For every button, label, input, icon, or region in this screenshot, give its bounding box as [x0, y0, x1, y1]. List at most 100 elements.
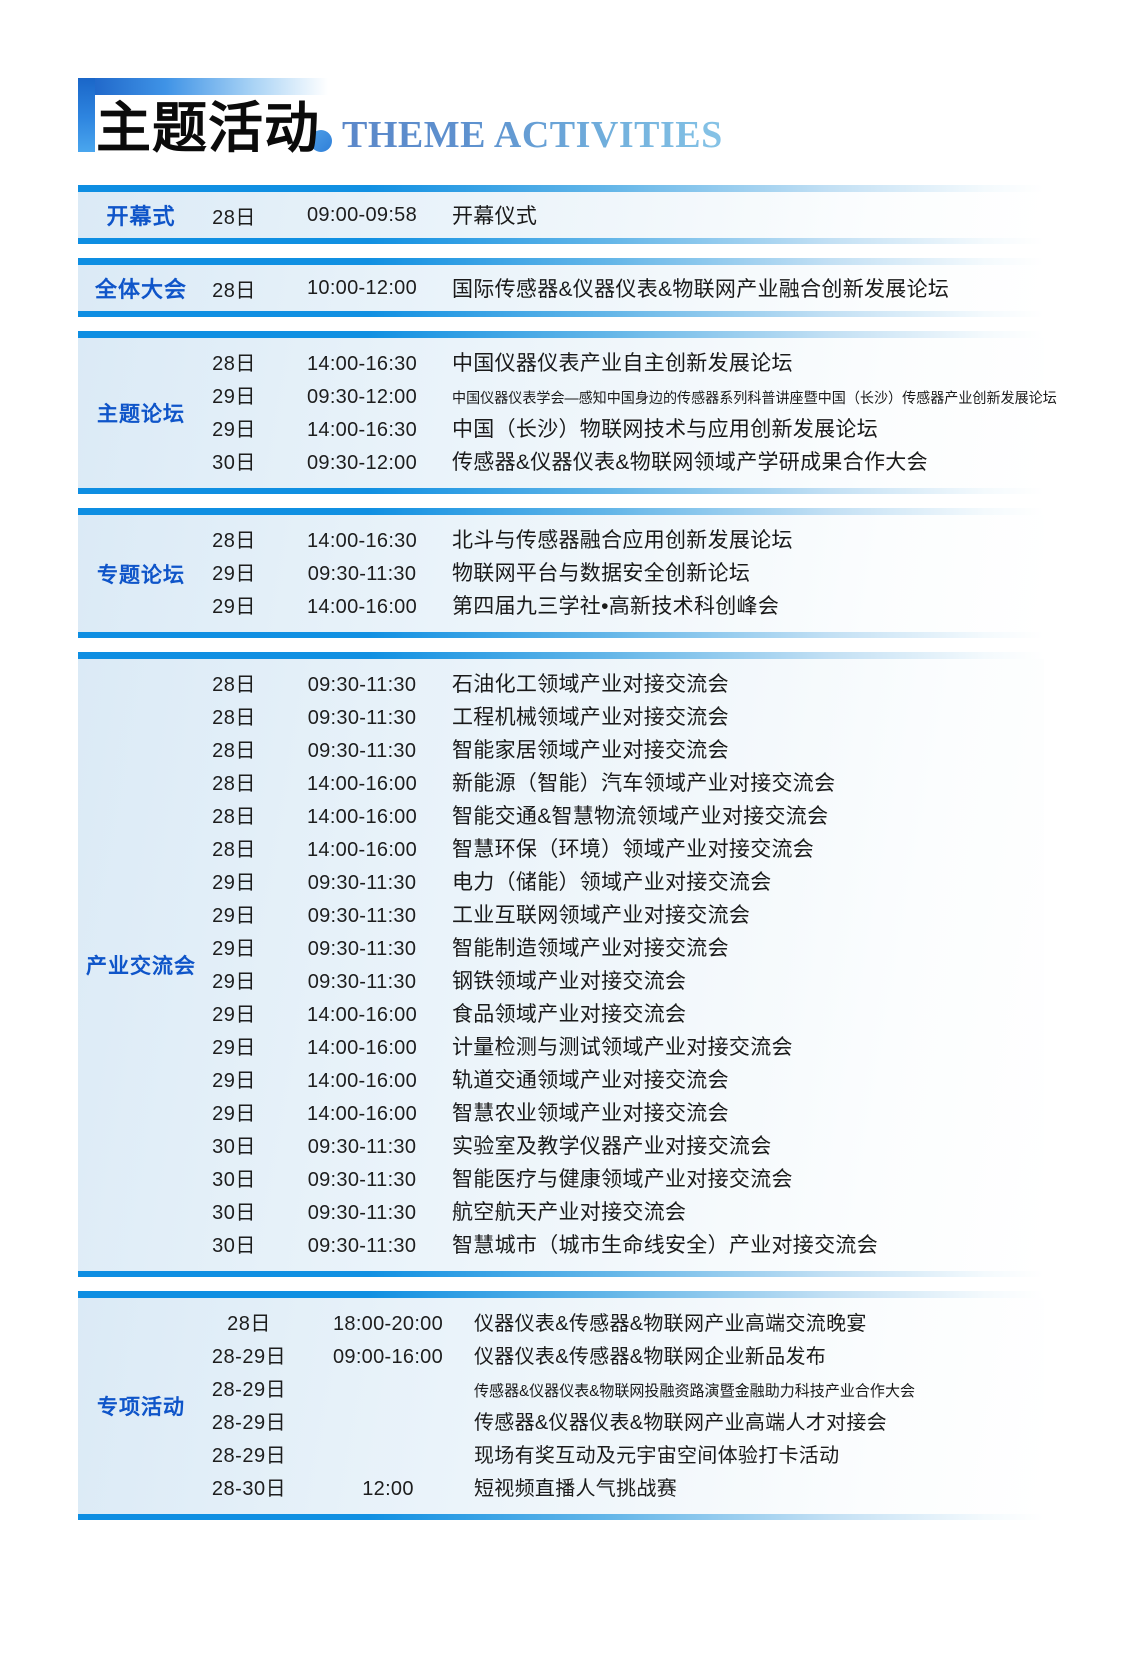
row-activity-name: 智慧城市（城市生命线安全）产业对接交流会	[452, 1234, 878, 1257]
section-gap	[78, 638, 1044, 652]
row-time: 14:00-16:00	[306, 839, 418, 861]
schedule-row[interactable]: 30日 09:30-12:00 传感器&仪器仪表&物联网领域产学研成果合作大会	[196, 446, 1076, 479]
schedule-row[interactable]: 29日 09:30-11:30 智能制造领域产业对接交流会	[196, 932, 1044, 965]
schedule-row[interactable]: 30日 09:30-11:30 航空航天产业对接交流会	[196, 1196, 1044, 1229]
row-activity-name: 现场有奖互动及元宇宙空间体验打卡活动	[474, 1445, 840, 1467]
schedule-row[interactable]: 29日 14:00-16:30 中国（长沙）物联网技术与应用创新发展论坛	[196, 413, 1076, 446]
row-activity-name: 轨道交通领域产业对接交流会	[452, 1069, 729, 1092]
row-activity-name: 实验室及教学仪器产业对接交流会	[452, 1135, 772, 1158]
row-day: 28日	[212, 707, 256, 729]
row-activity-name: 石油化工领域产业对接交流会	[452, 673, 729, 696]
row-day: 28日	[212, 740, 256, 762]
section-bottom-bar	[78, 311, 1044, 317]
schedule-row[interactable]: 28日 14:00-16:00 新能源（智能）汽车领域产业对接交流会	[196, 767, 1044, 800]
section-gap	[78, 1277, 1044, 1291]
schedule-row[interactable]: 28日 18:00-20:00 仪器仪表&传感器&物联网产业高端交流晚宴	[196, 1307, 1044, 1340]
row-time: 09:30-11:30	[307, 971, 417, 993]
schedule-row[interactable]: 29日 14:00-16:00 智慧农业领域产业对接交流会	[196, 1097, 1044, 1130]
row-time: 09:00-09:58	[306, 203, 418, 226]
row-activity-name: 工业互联网领域产业对接交流会	[452, 904, 751, 927]
row-day: 29日	[212, 563, 256, 585]
schedule-row[interactable]: 28-30日 12:00 短视频直播人气挑战赛	[196, 1472, 1044, 1505]
schedule-row[interactable]: 28日 09:30-11:30 智能家居领域产业对接交流会	[196, 734, 1044, 767]
schedule-row[interactable]: 29日 09:30-12:00 中国仪器仪表学会—感知中国身边的传感器系列科普讲座暨…	[196, 380, 1076, 413]
row-activity-name: 中国仪器仪表产业自主创新发展论坛	[452, 352, 793, 375]
schedule-section: 开幕式 28日 09:00-09:58 开幕仪式	[78, 185, 1044, 244]
schedule-row[interactable]: 28-29日 09:00-16:00 仪器仪表&传感器&物联网企业新品发布	[196, 1340, 1044, 1373]
section-label: 开幕式	[106, 204, 176, 229]
schedule-row[interactable]: 29日 09:30-11:30 钢铁领域产业对接交流会	[196, 965, 1044, 998]
schedule-row[interactable]: 28-29日 传感器&仪器仪表&物联网投融资路演暨金融助力科技产业合作大会	[196, 1373, 1044, 1406]
row-time: 14:00-16:00	[306, 1103, 418, 1125]
schedule-row[interactable]: 28日 14:00-16:00 智能交通&智慧物流领域产业对接交流会	[196, 800, 1044, 833]
schedule-row[interactable]: 30日 09:30-11:30 智能医疗与健康领域产业对接交流会	[196, 1163, 1044, 1196]
row-activity-name: 传感器&仪器仪表&物联网投融资路演暨金融助力科技产业合作大会	[474, 1383, 916, 1400]
schedule-section: 全体大会 28日 10:00-12:00 国际传感器&仪器仪表&物联网产业融合创新发展…	[78, 258, 1044, 317]
row-day: 28日	[212, 279, 256, 302]
row-time: 09:30-12:00	[306, 386, 418, 408]
row-day: 29日	[212, 1037, 256, 1059]
row-time: 09:30-11:30	[307, 1136, 417, 1158]
section-rows: 28日 18:00-20:00 仪器仪表&传感器&物联网产业高端交流晚宴 28-29日…	[196, 1307, 1044, 1505]
schedule-row[interactable]: 28日 14:00-16:00 智慧环保（环境）领域产业对接交流会	[196, 833, 1044, 866]
row-time: 14:00-16:30	[306, 419, 418, 441]
section-top-bar	[78, 185, 1044, 192]
section-rows: 28日 09:30-11:30 石油化工领域产业对接交流会 28日 09:30-11:3…	[196, 668, 1044, 1262]
row-activity-name: 钢铁领域产业对接交流会	[452, 970, 687, 993]
section-rows: 28日 09:00-09:58 开幕仪式	[196, 192, 1044, 238]
row-activity-name: 仪器仪表&传感器&物联网产业高端交流晚宴	[474, 1313, 867, 1335]
row-activity-name: 新能源（智能）汽车领域产业对接交流会	[452, 772, 836, 795]
row-time: 09:30-11:30	[307, 707, 417, 729]
row-activity-name: 智能交通&智慧物流领域产业对接交流会	[452, 805, 829, 828]
row-time: 09:30-11:30	[307, 872, 417, 894]
section-bottom-bar	[78, 1271, 1044, 1277]
section-gap	[78, 317, 1044, 331]
schedule-row[interactable]: 30日 09:30-11:30 实验室及教学仪器产业对接交流会	[196, 1130, 1044, 1163]
row-activity-name: 短视频直播人气挑战赛	[474, 1478, 677, 1500]
schedule-row[interactable]: 28日 09:00-09:58 开幕仪式	[196, 192, 1044, 238]
schedule-row[interactable]: 28日 09:30-11:30 工程机械领域产业对接交流会	[196, 701, 1044, 734]
section-bottom-bar	[78, 1514, 1044, 1520]
section-label: 专题论坛	[97, 563, 185, 587]
schedule-row[interactable]: 29日 14:00-16:00 计量检测与测试领域产业对接交流会	[196, 1031, 1044, 1064]
row-time: 09:30-11:30	[307, 563, 417, 585]
schedule-row[interactable]: 28日 14:00-16:30 中国仪器仪表产业自主创新发展论坛	[196, 347, 1076, 380]
row-time: 14:00-16:00	[306, 773, 418, 795]
row-day: 28日	[212, 839, 256, 861]
section-bottom-bar	[78, 488, 1044, 494]
schedule-row[interactable]: 29日 09:30-11:30 工业互联网领域产业对接交流会	[196, 899, 1044, 932]
page-header: 主题活动 THEME ACTIVITIES	[78, 78, 723, 158]
schedule-row[interactable]: 29日 14:00-16:00 第四届九三学社•高新技术科创峰会	[196, 590, 1044, 623]
row-day: 30日	[212, 1169, 256, 1191]
schedule-row[interactable]: 29日 14:00-16:00 轨道交通领域产业对接交流会	[196, 1064, 1044, 1097]
schedule-row[interactable]: 28-29日 现场有奖互动及元宇宙空间体验打卡活动	[196, 1439, 1044, 1472]
row-time: 14:00-16:00	[306, 1037, 418, 1059]
schedule-row[interactable]: 28-29日 传感器&仪器仪表&物联网产业高端人才对接会	[196, 1406, 1044, 1439]
row-day: 29日	[212, 938, 256, 960]
section-top-bar	[78, 1291, 1044, 1298]
row-day: 29日	[212, 386, 256, 408]
schedule-row[interactable]: 28日 10:00-12:00 国际传感器&仪器仪表&物联网产业融合创新发展论坛	[196, 265, 1044, 311]
row-activity-name: 计量检测与测试领域产业对接交流会	[452, 1036, 793, 1059]
row-activity-name: 中国仪器仪表学会—感知中国身边的传感器系列科普讲座暨中国（长沙）传感器产业创新发…	[452, 391, 1057, 407]
row-time: 09:30-11:30	[307, 740, 417, 762]
section-rows: 28日 14:00-16:30 中国仪器仪表产业自主创新发展论坛 29日 09:30-1…	[196, 347, 1076, 479]
schedule-row[interactable]: 29日 14:00-16:00 食品领域产业对接交流会	[196, 998, 1044, 1031]
schedule-row[interactable]: 29日 09:30-11:30 物联网平台与数据安全创新论坛	[196, 557, 1044, 590]
row-activity-name: 智慧环保（环境）领域产业对接交流会	[452, 838, 815, 861]
section-rows: 28日 14:00-16:30 北斗与传感器融合应用创新发展论坛 29日 09:30-1…	[196, 524, 1044, 623]
row-day: 28日	[212, 353, 256, 375]
schedule-row[interactable]: 30日 09:30-11:30 智慧城市（城市生命线安全）产业对接交流会	[196, 1229, 1044, 1262]
row-time: 14:00-16:00	[306, 1004, 418, 1026]
row-day: 28-29日	[211, 1412, 287, 1434]
row-activity-name: 食品领域产业对接交流会	[452, 1003, 687, 1026]
row-time: 09:30-11:30	[307, 1202, 417, 1224]
row-time: 14:00-16:30	[306, 530, 418, 552]
row-time: 09:30-12:00	[306, 452, 418, 474]
section-body: 专题论坛 28日 14:00-16:30 北斗与传感器融合应用创新发展论坛 29日 09:…	[78, 515, 1044, 632]
schedule-row[interactable]: 28日 09:30-11:30 石油化工领域产业对接交流会	[196, 668, 1044, 701]
schedule-row[interactable]: 29日 09:30-11:30 电力（储能）领域产业对接交流会	[196, 866, 1044, 899]
schedule-row[interactable]: 28日 14:00-16:30 北斗与传感器融合应用创新发展论坛	[196, 524, 1044, 557]
section-label: 专项活动	[97, 1396, 185, 1419]
bracket-horizontal-bar	[78, 78, 328, 95]
